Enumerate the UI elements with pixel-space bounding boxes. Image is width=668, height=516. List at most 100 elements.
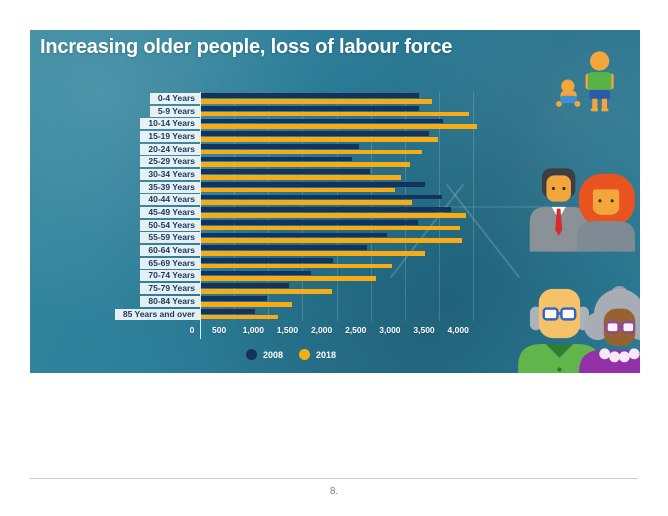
chart-row: 50-54 Years <box>30 219 500 232</box>
chart-row: 60-64 Years <box>30 244 500 257</box>
bar-2018 <box>200 162 410 167</box>
x-axis-tick: 2,500 <box>345 325 367 335</box>
bar-2008 <box>200 105 419 111</box>
bar-2018 <box>200 111 470 117</box>
gridline <box>404 92 406 321</box>
page-title: Increasing older people, loss of labour … <box>40 36 453 58</box>
chart-row: 65-69 Years <box>30 257 500 270</box>
bar-2008 <box>200 270 311 276</box>
chart-row: 20-24 Years <box>30 143 500 156</box>
slide: Increasing older people, loss of labour … <box>30 30 640 373</box>
bar-2008 <box>200 93 420 98</box>
gridline <box>439 92 441 321</box>
chart-row: 85 Years and over <box>30 308 500 321</box>
gridline <box>370 92 372 321</box>
bar-2008 <box>200 245 368 251</box>
age-group-label: 15-19 Years <box>140 130 200 142</box>
elderly-couple-icon <box>518 285 640 373</box>
age-group-label: 0-4 Years <box>149 92 200 104</box>
bar-2018 <box>200 314 278 320</box>
bar-2018 <box>200 124 477 129</box>
age-group-label: 60-64 Years <box>140 245 200 257</box>
chart-gridlines <box>200 92 493 321</box>
chart-row: 80-84 Years <box>30 295 500 308</box>
legend-label: 2018 <box>316 349 337 360</box>
gridline <box>336 92 338 321</box>
chart-row: 45-49 Years <box>30 206 500 219</box>
bar-2008 <box>200 207 451 213</box>
bar-2008 <box>200 156 352 162</box>
bar-2008 <box>200 232 388 238</box>
age-group-label: 40-44 Years <box>140 194 200 206</box>
bar-2008 <box>200 258 334 263</box>
bar-2018 <box>200 238 463 244</box>
x-axis-tick: 0 <box>189 325 195 335</box>
baby-and-child-icon <box>555 51 614 112</box>
legend-dot-2018 <box>299 349 311 360</box>
bar-2008 <box>200 181 426 187</box>
bar-2008 <box>200 143 360 149</box>
legend-item-2018: 2018 <box>299 349 336 360</box>
bar-2018 <box>200 200 413 206</box>
bar-2018 <box>200 98 432 104</box>
x-axis-tick: 500 <box>212 325 227 335</box>
x-axis-tick: 1,500 <box>276 325 299 335</box>
x-axis-tick: 3,000 <box>379 325 401 335</box>
chart-row: 40-44 Years <box>30 194 500 207</box>
age-group-label: 35-39 Years <box>140 181 200 193</box>
bar-2018 <box>200 263 392 269</box>
legend-item-2008: 2008 <box>246 349 283 360</box>
age-group-label: 55-59 Years <box>140 232 200 244</box>
page-number: 8. <box>329 486 339 497</box>
bar-2018 <box>200 187 395 193</box>
bar-2018 <box>200 174 402 180</box>
background-watermark-line <box>438 206 550 208</box>
bar-2018 <box>200 136 438 142</box>
age-group-label: 45-49 Years <box>140 207 200 219</box>
bar-2008 <box>200 131 429 136</box>
bar-2018 <box>200 276 377 282</box>
adult-couple-icon <box>529 168 635 252</box>
bar-2018 <box>200 251 425 256</box>
age-group-label: 65-69 Years <box>140 257 200 269</box>
age-group-label: 50-54 Years <box>140 219 200 231</box>
chart-row: 70-74 Years <box>30 270 500 283</box>
gridline <box>268 92 270 321</box>
chart-row: 15-19 Years <box>30 130 500 143</box>
chart-row: 55-59 Years <box>30 232 500 245</box>
bar-2008 <box>200 308 256 314</box>
gridline <box>473 92 475 321</box>
age-group-label: 80-84 Years <box>140 295 200 307</box>
footer-divider <box>30 478 638 479</box>
chart-row: 30-34 Years <box>30 168 500 181</box>
chart-rows: 0-4 Years 5-9 Years 10-14 Years 15-19 Years… <box>30 92 500 320</box>
chart-row: 5-9 Years <box>30 105 500 118</box>
chart-row: 25-29 Years <box>30 155 500 168</box>
x-axis: 0 500 1,000 1,500 2,000 2,500 3,000 3,500 4,000 <box>190 325 493 338</box>
bar-2008 <box>200 220 418 225</box>
x-axis-tick: 1,000 <box>242 325 264 335</box>
age-group-label: 75-79 Years <box>140 283 200 295</box>
y-axis-line <box>200 92 201 339</box>
chart-row: 75-79 Years <box>30 282 500 295</box>
age-group-label: 5-9 Years <box>149 105 200 117</box>
age-group-label: 70-74 Years <box>140 270 200 282</box>
age-group-label: 10-14 Years <box>140 118 200 130</box>
age-group-label: 20-24 Years <box>140 143 200 155</box>
chart-row: 35-39 Years <box>30 181 500 194</box>
chart-row: 10-14 Years <box>30 117 500 130</box>
bar-2008 <box>200 169 371 174</box>
bar-2018 <box>200 301 292 307</box>
age-group-label: 85 Years and over <box>114 308 200 320</box>
gridline <box>234 92 236 321</box>
gridline <box>302 92 304 321</box>
age-group-label: 30-34 Years <box>140 168 200 180</box>
bar-2018 <box>200 149 422 155</box>
bar-2018 <box>200 225 461 231</box>
x-axis-tick: 2,000 <box>310 325 333 335</box>
chart-row: 0-4 Years <box>30 92 500 105</box>
bar-2008 <box>200 194 442 200</box>
x-axis-tick: 3,500 <box>413 325 435 335</box>
population-age-bar-chart: 0-4 Years 5-9 Years 10-14 Years 15-19 Years… <box>30 92 500 339</box>
